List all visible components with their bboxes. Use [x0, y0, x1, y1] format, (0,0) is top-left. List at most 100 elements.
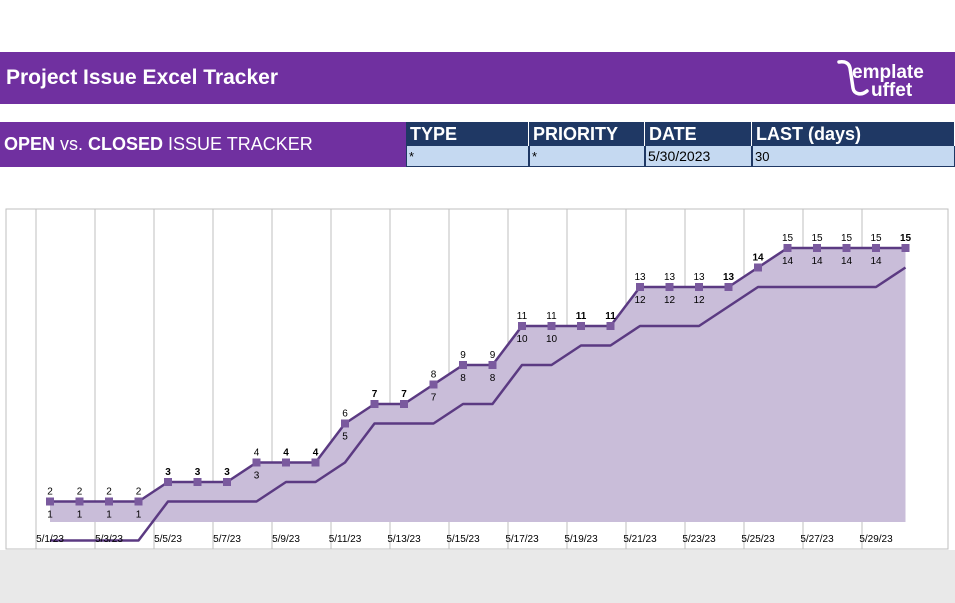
data-marker	[252, 458, 261, 467]
x-tick-label: 5/23/23	[682, 534, 716, 545]
data-marker	[400, 400, 408, 408]
data-label-upper: 11	[576, 311, 587, 322]
series-line-upper	[50, 246, 906, 503]
data-marker	[754, 263, 762, 272]
data-label-lower: 14	[811, 256, 823, 267]
data-label-lower: 5	[342, 432, 348, 443]
filter-date-value[interactable]: 5/30/2023	[645, 146, 752, 167]
data-marker	[724, 283, 733, 291]
data-label-upper: 4	[313, 448, 319, 459]
data-marker	[311, 458, 320, 467]
data-label-upper: 2	[136, 487, 142, 498]
filter-type-value[interactable]: *	[406, 146, 529, 167]
subtitle-open: OPEN	[4, 134, 56, 154]
subtitle-closed: CLOSED	[88, 134, 164, 154]
data-label-upper: 15	[782, 233, 794, 244]
data-marker	[341, 419, 349, 428]
data-label-upper: 11	[546, 311, 557, 322]
data-label-upper: 9	[490, 350, 496, 361]
x-tick-label: 5/29/23	[859, 534, 893, 545]
data-label-lower: 1	[136, 510, 142, 521]
data-marker	[134, 497, 143, 506]
data-label-lower: 1	[106, 510, 112, 521]
data-label-upper: 15	[841, 233, 853, 244]
filter-priority-value[interactable]: *	[529, 146, 645, 167]
data-marker	[46, 497, 54, 506]
data-marker	[223, 478, 231, 486]
data-marker	[105, 497, 113, 506]
data-label-upper: 13	[693, 272, 705, 283]
chart-area	[50, 248, 906, 522]
data-label-upper: 7	[372, 389, 378, 400]
data-label-lower: 8	[460, 373, 466, 384]
data-label-upper: 8	[431, 370, 437, 381]
series-line-lower	[50, 266, 907, 542]
data-label-upper: 2	[47, 487, 53, 498]
logo-text-top: emplate	[852, 62, 924, 83]
filter-last-days: LAST (days) 30	[752, 122, 955, 167]
data-marker	[695, 283, 703, 291]
data-marker	[842, 244, 851, 252]
x-tick-label: 5/13/23	[387, 534, 421, 545]
top-spacer	[0, 0, 955, 52]
data-label-upper: 11	[605, 311, 616, 322]
data-label-upper: 13	[664, 272, 676, 283]
filter-last-days-value[interactable]: 30	[752, 146, 955, 167]
subtitle-rest: ISSUE TRACKER	[163, 134, 313, 154]
filter-priority: PRIORITY *	[529, 122, 645, 167]
data-marker	[370, 400, 379, 408]
data-label-upper: 4	[283, 448, 289, 459]
x-tick-label: 5/11/23	[329, 534, 362, 545]
logo-text-bottom: uffet	[871, 80, 913, 100]
filter-type: TYPE *	[406, 122, 529, 167]
data-label-upper: 9	[460, 350, 466, 361]
data-marker	[75, 497, 84, 506]
data-label-lower: 14	[841, 256, 853, 267]
data-label-upper: 6	[342, 409, 348, 420]
data-label-upper: 2	[106, 487, 112, 498]
data-label-lower: 12	[634, 295, 646, 306]
data-label-upper: 15	[811, 233, 823, 244]
filter-panel: TYPE * PRIORITY * DATE 5/30/2023 LAST (d…	[406, 122, 955, 167]
data-label-upper: 15	[900, 233, 912, 244]
x-tick-label: 5/5/23	[154, 534, 182, 545]
data-marker	[813, 244, 821, 252]
data-marker	[429, 380, 438, 389]
x-tick-label: 5/9/23	[272, 534, 300, 545]
data-label-upper: 4	[254, 448, 260, 459]
data-label-lower: 12	[693, 295, 705, 306]
chart-markers	[46, 244, 910, 506]
data-label-upper: 11	[517, 311, 528, 322]
subtitle-vs: vs.	[55, 134, 89, 154]
data-label-lower: 7	[431, 393, 437, 404]
x-tick-label: 5/1/23	[36, 534, 64, 545]
data-label-upper: 3	[165, 467, 171, 478]
data-label-lower: 12	[664, 295, 676, 306]
data-label-upper: 2	[77, 487, 83, 498]
data-marker	[665, 283, 674, 291]
data-marker	[518, 322, 526, 330]
data-label-lower: 10	[546, 334, 558, 345]
data-label-upper: 3	[224, 467, 230, 478]
data-label-upper: 14	[752, 253, 764, 264]
x-tick-label: 5/3/23	[95, 534, 123, 545]
data-marker	[459, 361, 467, 369]
x-tick-label: 5/17/23	[505, 534, 539, 545]
chart-x-ticks: 5/1/23 5/3/23 5/5/23 5/7/23 5/9/23 5/11/23 5/1…	[36, 534, 893, 545]
data-label-upper: 3	[195, 467, 201, 478]
title-bar: Project Issue Excel Tracker emplate uffe…	[0, 52, 955, 104]
data-marker	[606, 322, 615, 330]
data-marker	[872, 244, 880, 252]
x-tick-label: 5/19/23	[564, 534, 598, 545]
x-tick-label: 5/21/23	[623, 534, 657, 545]
data-label-lower: 14	[870, 256, 882, 267]
data-marker	[783, 244, 792, 252]
area-fill	[50, 248, 906, 522]
subtitle: OPEN vs. CLOSED ISSUE TRACKER	[4, 134, 313, 155]
data-marker	[577, 322, 585, 330]
template-buffet-logo: emplate uffet	[837, 60, 924, 100]
title-spacer	[0, 104, 955, 122]
filter-last-days-label: LAST (days)	[752, 122, 955, 146]
